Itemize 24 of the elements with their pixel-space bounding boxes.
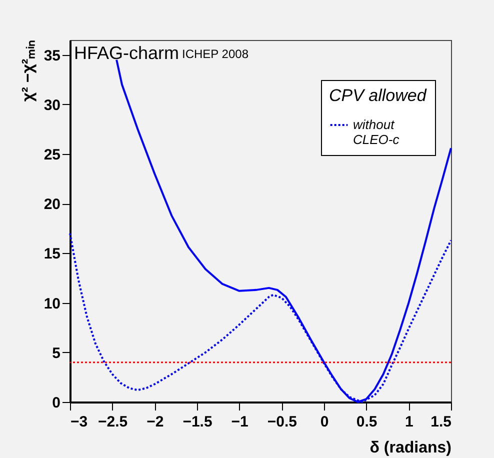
legend-title: CPV allowed (329, 86, 427, 105)
x-tick-label: −1.5 (182, 414, 212, 430)
x-tick-label: −3 (70, 414, 88, 430)
x-tick-label: −2.5 (98, 414, 128, 430)
y-tick-label: 5 (52, 344, 60, 362)
x-tick-label: −2 (146, 414, 164, 430)
x-tick-label: 0.5 (356, 414, 378, 430)
x-axis-title: δ (radians) (370, 440, 452, 456)
x-tick-label: −0.5 (267, 414, 297, 430)
legend-label: without CLEO-c (353, 117, 400, 147)
y-tick-label: 15 (44, 246, 60, 263)
y-tick-label: 30 (44, 96, 60, 114)
x-tick-label: 1.5 (430, 414, 452, 430)
x-tick-label: 0 (320, 414, 329, 430)
y-tick-label: 0 (52, 394, 60, 412)
y-axis-title: χ² −χ²ₘᵢₙ (20, 40, 37, 102)
annotation: HFAG-charm (74, 43, 180, 63)
y-tick-label: 20 (44, 196, 60, 214)
annotation: ICHEP 2008 (182, 47, 249, 61)
y-tick-label: 25 (44, 146, 60, 164)
x-tick-label: 1 (404, 414, 414, 430)
y-tick-label: 10 (44, 295, 60, 312)
x-tick-label: −1 (231, 414, 248, 430)
y-tick-label: 35 (44, 47, 60, 64)
